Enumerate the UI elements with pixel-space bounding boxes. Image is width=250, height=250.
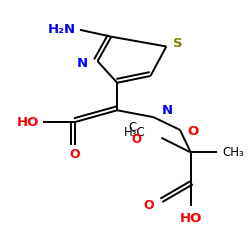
Text: N: N bbox=[161, 104, 172, 117]
Text: S: S bbox=[173, 37, 183, 50]
Text: N: N bbox=[77, 57, 88, 70]
Text: H₃C: H₃C bbox=[124, 126, 146, 139]
Text: HO: HO bbox=[16, 116, 39, 128]
Text: O: O bbox=[143, 199, 154, 212]
Text: O: O bbox=[188, 125, 199, 138]
Text: O: O bbox=[70, 148, 80, 161]
Text: HO: HO bbox=[180, 212, 202, 225]
Text: O: O bbox=[131, 133, 141, 146]
Text: C: C bbox=[128, 122, 137, 134]
Text: H₂N: H₂N bbox=[48, 23, 76, 36]
Text: CH₃: CH₃ bbox=[222, 146, 244, 159]
